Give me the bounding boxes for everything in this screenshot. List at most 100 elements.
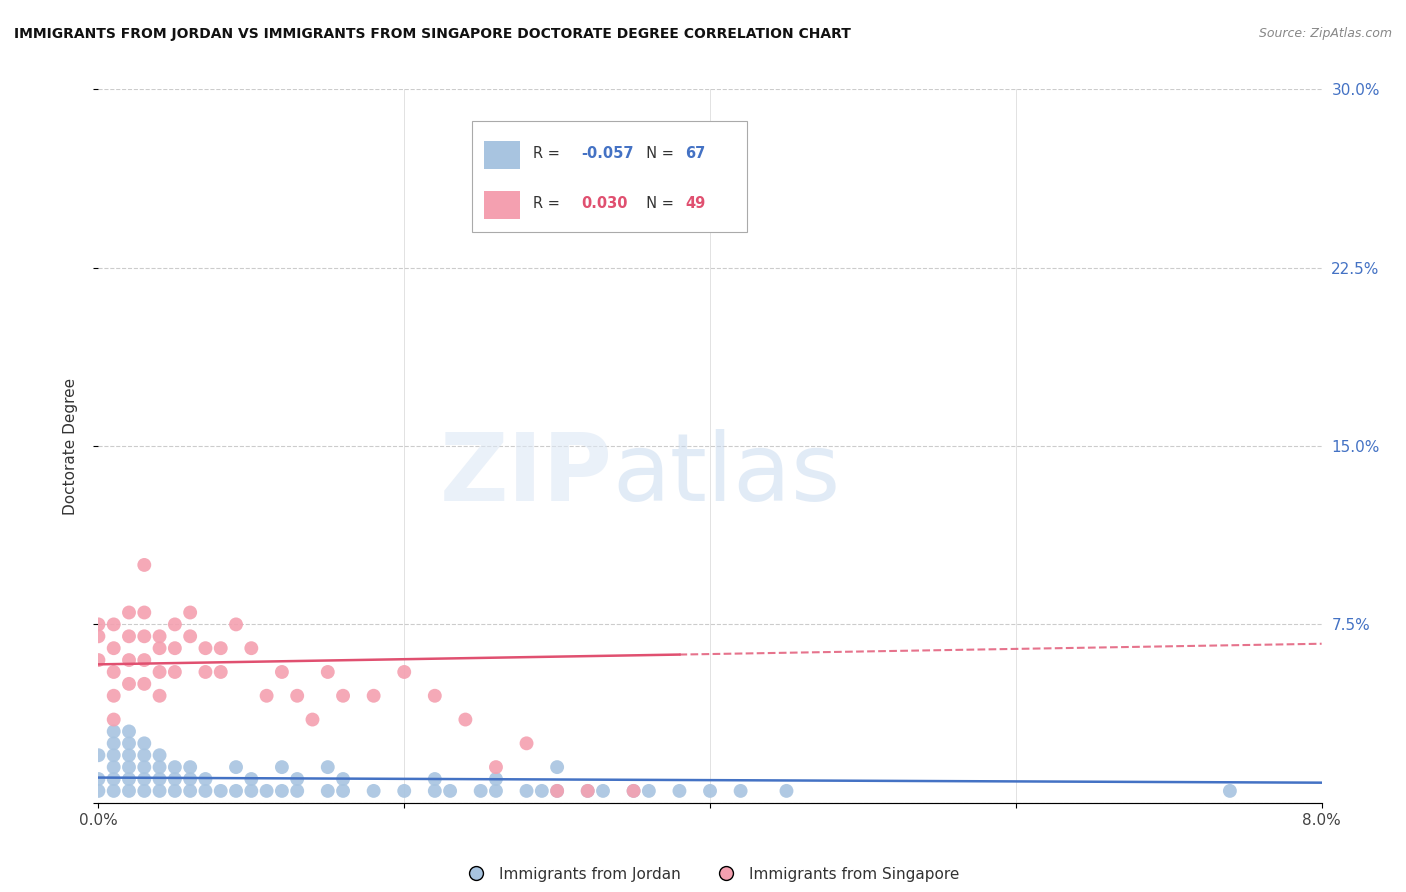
Point	[149, 665, 172, 679]
Point	[209, 665, 232, 679]
Point	[134, 760, 156, 774]
Text: 0.030: 0.030	[582, 196, 628, 211]
Point	[149, 641, 172, 656]
Point	[194, 641, 217, 656]
Text: Source: ZipAtlas.com: Source: ZipAtlas.com	[1258, 27, 1392, 40]
Point	[87, 653, 110, 667]
Point	[118, 677, 141, 691]
Point	[149, 760, 172, 774]
Point	[240, 641, 263, 656]
Point	[179, 606, 201, 620]
Text: ZIP: ZIP	[439, 428, 612, 521]
Point	[225, 617, 247, 632]
Point	[134, 629, 156, 643]
Point	[118, 772, 141, 786]
Point	[270, 760, 294, 774]
Point	[118, 629, 141, 643]
Point	[576, 784, 599, 798]
Point	[546, 784, 568, 798]
Point	[118, 760, 141, 774]
Point	[637, 784, 661, 798]
Point	[363, 689, 385, 703]
Point	[134, 784, 156, 798]
Point	[103, 748, 125, 763]
Point	[363, 784, 385, 798]
Point	[516, 736, 538, 750]
Point	[149, 772, 172, 786]
Point	[576, 784, 599, 798]
Point	[149, 629, 172, 643]
Point	[668, 784, 690, 798]
Point	[179, 629, 201, 643]
Point	[1219, 784, 1241, 798]
Point	[103, 665, 125, 679]
Point	[194, 784, 217, 798]
Text: 67: 67	[686, 146, 706, 161]
Point	[87, 772, 110, 786]
Point	[87, 629, 110, 643]
Point	[332, 772, 354, 786]
Text: N =: N =	[637, 146, 678, 161]
Point	[285, 784, 308, 798]
Point	[270, 784, 294, 798]
Point	[699, 784, 721, 798]
Point	[285, 689, 308, 703]
Bar	[484, 191, 520, 219]
Point	[730, 784, 752, 798]
Point	[103, 736, 125, 750]
Point	[316, 760, 339, 774]
Point	[423, 772, 446, 786]
Point	[225, 784, 247, 798]
Point	[301, 713, 323, 727]
Point	[592, 784, 614, 798]
Point	[225, 760, 247, 774]
Point	[163, 665, 186, 679]
Point	[316, 665, 339, 679]
Text: -0.057: -0.057	[582, 146, 634, 161]
Point	[87, 617, 110, 632]
Point	[103, 760, 125, 774]
Point	[623, 784, 645, 798]
Point	[439, 784, 461, 798]
Point	[546, 760, 568, 774]
Point	[546, 784, 568, 798]
Point	[118, 748, 141, 763]
FancyBboxPatch shape	[471, 121, 747, 232]
Point	[775, 784, 797, 798]
Point	[332, 784, 354, 798]
Text: IMMIGRANTS FROM JORDAN VS IMMIGRANTS FROM SINGAPORE DOCTORATE DEGREE CORRELATION: IMMIGRANTS FROM JORDAN VS IMMIGRANTS FRO…	[14, 27, 851, 41]
Point	[179, 760, 201, 774]
Point	[485, 772, 508, 786]
Text: R =: R =	[533, 146, 564, 161]
Point	[163, 772, 186, 786]
Point	[134, 772, 156, 786]
Legend: Immigrants from Jordan, Immigrants from Singapore: Immigrants from Jordan, Immigrants from …	[454, 861, 966, 888]
Point	[134, 606, 156, 620]
Text: atlas: atlas	[612, 428, 841, 521]
Bar	[484, 141, 520, 169]
Point	[103, 772, 125, 786]
Point	[134, 736, 156, 750]
Point	[270, 665, 294, 679]
Point	[149, 748, 172, 763]
Point	[485, 760, 508, 774]
Point	[194, 665, 217, 679]
Point	[392, 784, 416, 798]
Point	[332, 689, 354, 703]
Text: N =: N =	[637, 196, 678, 211]
Point	[103, 724, 125, 739]
Point	[149, 689, 172, 703]
Point	[134, 558, 156, 572]
Point	[134, 653, 156, 667]
Text: 49: 49	[686, 196, 706, 211]
Point	[163, 617, 186, 632]
Point	[256, 784, 278, 798]
Point	[87, 748, 110, 763]
Point	[118, 784, 141, 798]
Point	[209, 641, 232, 656]
Point	[454, 713, 477, 727]
Point	[103, 784, 125, 798]
Point	[423, 689, 446, 703]
Point	[256, 689, 278, 703]
Point	[530, 784, 553, 798]
